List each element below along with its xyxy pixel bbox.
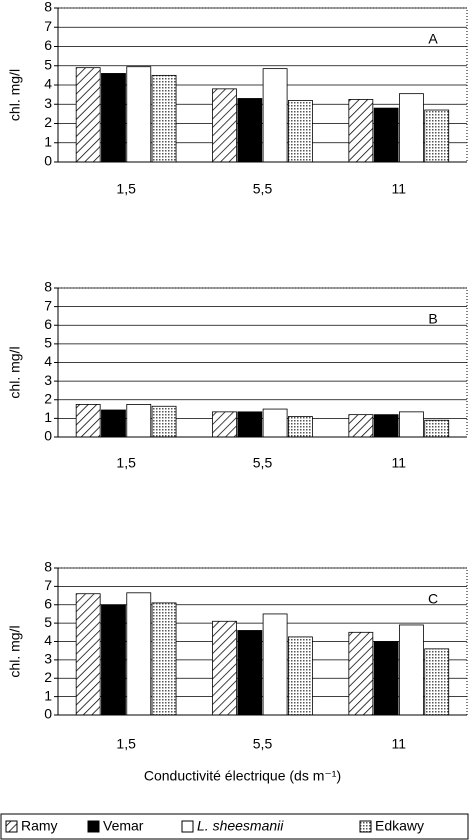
x-tick-label: 5,5 [253, 181, 273, 197]
y-tick-label: 3 [44, 95, 52, 111]
bar [348, 414, 374, 438]
bar [237, 98, 263, 163]
y-tick-label: 2 [44, 669, 52, 685]
bar [151, 602, 177, 716]
y-axis-label: chl. mg/l [7, 346, 23, 398]
y-tick-label: 2 [44, 114, 52, 130]
y-tick-label: 8 [44, 0, 52, 15]
y-tick-label: 3 [44, 651, 52, 667]
x-tick-label: 11 [392, 181, 407, 197]
legend-label: L. sheesmanii [197, 818, 284, 834]
bar [75, 67, 101, 163]
y-tick-label: 3 [44, 372, 52, 388]
y-tick-label: 0 [44, 153, 52, 169]
y-tick-label: 7 [44, 577, 52, 593]
bar [212, 620, 237, 716]
bar [101, 73, 126, 163]
x-tick-label: 11 [392, 736, 407, 752]
bar [101, 409, 126, 438]
bar [287, 100, 313, 163]
bar [212, 411, 237, 438]
bar [287, 416, 313, 438]
bar [126, 404, 152, 438]
bar [373, 107, 399, 163]
x-tick-label: 1,5 [116, 455, 136, 471]
bar [151, 74, 177, 163]
bar [287, 636, 313, 716]
y-tick-label: 0 [44, 428, 52, 444]
bar [399, 411, 424, 438]
y-tick-label: 2 [44, 390, 52, 406]
bar [424, 109, 450, 163]
legend-swatch [5, 820, 18, 833]
bar [348, 99, 374, 163]
bar [237, 411, 263, 438]
bar [424, 419, 450, 438]
y-axis-label: chl. mg/l [7, 625, 23, 677]
legend-swatch [87, 820, 100, 833]
y-tick-label: 8 [44, 559, 52, 575]
panel-label: C [428, 591, 438, 607]
x-tick-label: 5,5 [253, 736, 273, 752]
bar [212, 88, 237, 163]
bar [348, 631, 374, 716]
bar [151, 405, 177, 438]
y-tick-label: 6 [44, 316, 52, 332]
bar [399, 93, 424, 163]
legend-label: Edkawy [375, 818, 424, 834]
y-tick-label: 1 [44, 409, 52, 425]
plot-border [57, 7, 468, 163]
y-tick-label: 8 [44, 279, 52, 295]
y-tick-label: 4 [44, 353, 52, 369]
bar [373, 641, 399, 716]
legend-swatch [359, 820, 372, 833]
x-axis-label: Conductivité électrique (ds m⁻¹) [144, 768, 341, 784]
y-tick-label: 4 [44, 76, 52, 92]
legend-swatch [181, 820, 194, 833]
legend-box [0, 813, 469, 840]
bar [237, 630, 263, 716]
x-tick-label: 5,5 [253, 455, 273, 471]
bar [75, 404, 101, 438]
panel-label: A [428, 31, 438, 47]
y-tick-label: 4 [44, 632, 52, 648]
bar [262, 408, 288, 438]
y-tick-label: 5 [44, 56, 52, 72]
x-tick-label: 1,5 [116, 736, 136, 752]
x-tick-label: 1,5 [116, 181, 136, 197]
y-tick-label: 6 [44, 37, 52, 53]
bar [424, 648, 450, 716]
legend-label: Vemar [103, 818, 144, 834]
y-axis-label: chl. mg/l [7, 69, 23, 121]
x-tick-label: 11 [392, 455, 407, 471]
y-tick-label: 6 [44, 595, 52, 611]
y-tick-label: 1 [44, 687, 52, 703]
legend-label: Ramy [21, 818, 58, 834]
y-tick-label: 7 [44, 18, 52, 34]
y-tick-label: 7 [44, 297, 52, 313]
bar [101, 604, 126, 716]
bar [75, 593, 101, 716]
bar [126, 592, 152, 716]
panel-label: B [428, 311, 437, 327]
bar [126, 66, 152, 163]
bar [373, 414, 399, 438]
bar [399, 624, 424, 716]
y-tick-label: 5 [44, 335, 52, 351]
y-tick-label: 5 [44, 614, 52, 630]
bar [262, 613, 288, 716]
y-tick-label: 0 [44, 706, 52, 722]
bar [262, 68, 288, 163]
y-tick-label: 1 [44, 133, 52, 149]
